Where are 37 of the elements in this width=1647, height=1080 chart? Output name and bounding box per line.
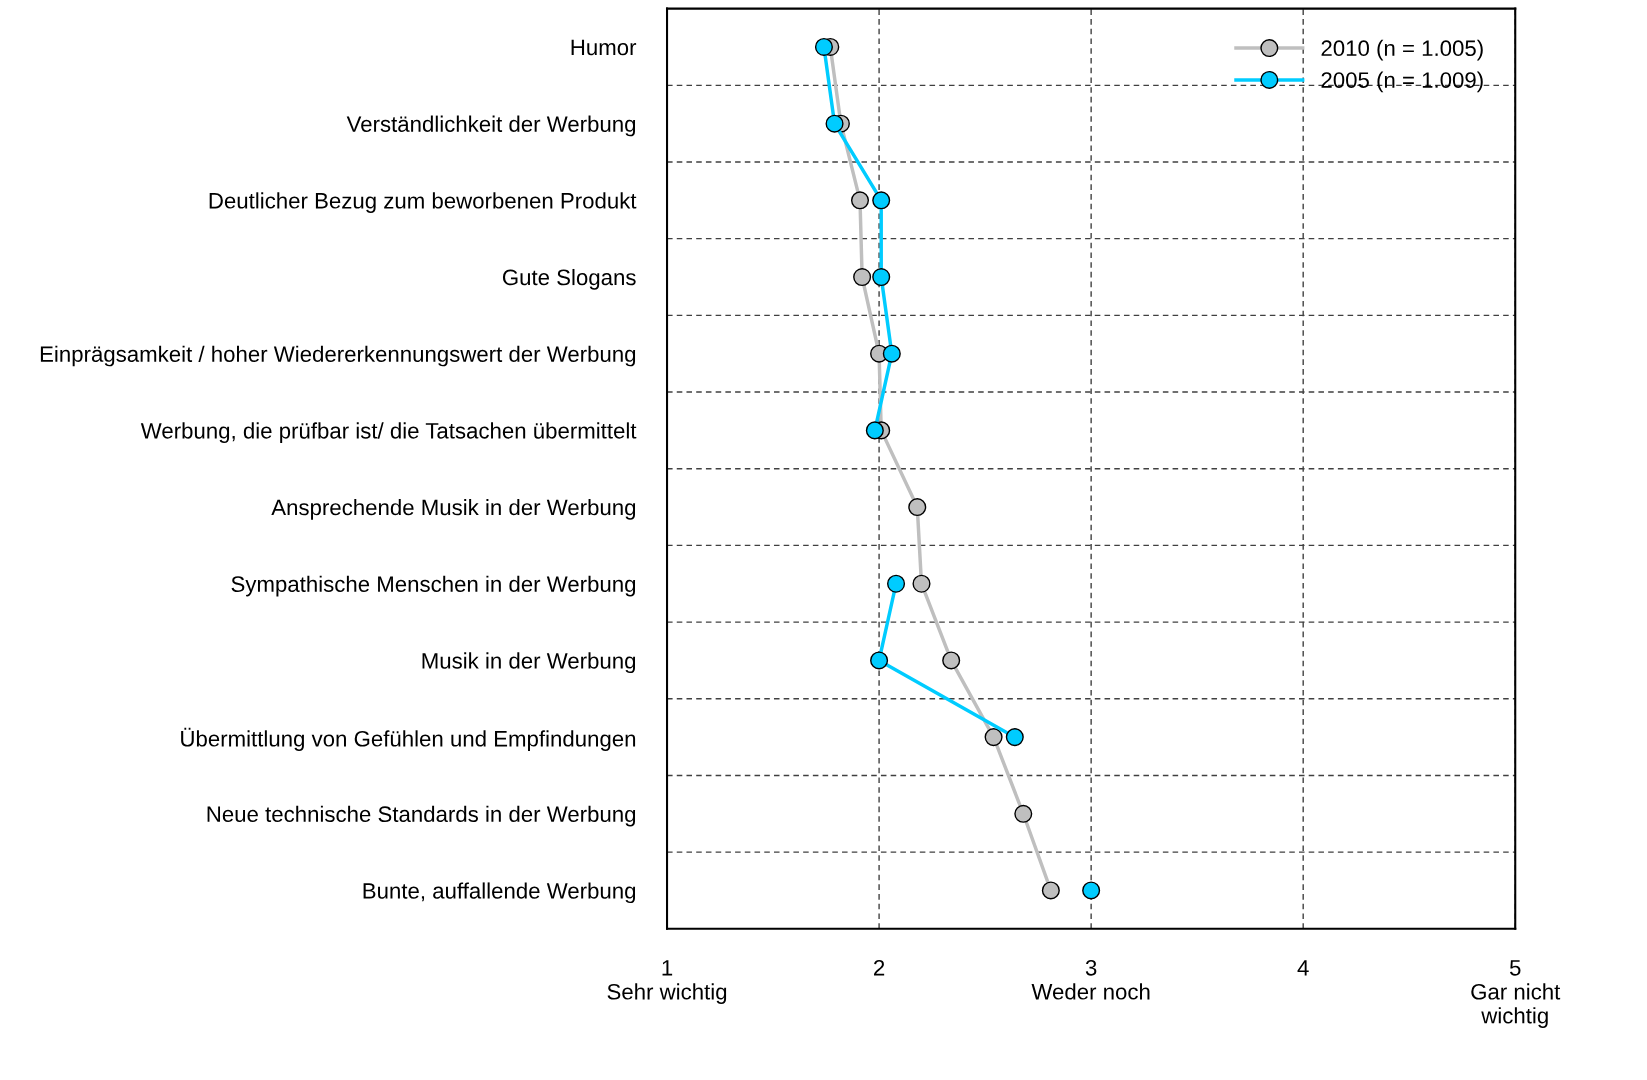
point — [1014, 804, 1033, 823]
y-tick-label: Übermittlung von Gefühlen und Empfindungen — [181, 727, 636, 752]
point — [1082, 881, 1101, 900]
x-tick-label: 3 Weder noch — [1031, 959, 1150, 1000]
y-tick-label: Bunte, auffallende Werbung — [363, 882, 636, 904]
point — [942, 651, 961, 670]
point — [887, 574, 906, 593]
point — [1005, 728, 1024, 747]
point — [872, 191, 891, 210]
y-tick-label: Verständlichkeit der Werbung — [346, 115, 636, 137]
point — [870, 651, 889, 670]
legend-label: 2005 (n = 1.009) — [1321, 71, 1483, 93]
x-tick-label: 1 Sehr wichtig — [607, 960, 727, 1005]
legend-label: 2010 (n = 1.005) — [1321, 39, 1483, 61]
y-tick-label: Werbung, die prüfbar ist/ die Tatsachen übermittelt — [140, 422, 637, 444]
y-tick-label: Ansprechende Musik in der Werbung — [271, 499, 636, 520]
y-tick-label: Einprägsamkeit / hoher Wiedererkennungswert der Werbung — [40, 345, 636, 367]
y-tick-label: Deutlicher Bezug zum beworbenen Produkt — [209, 192, 637, 213]
point — [912, 574, 931, 593]
point — [865, 421, 884, 440]
point — [850, 191, 870, 210]
point — [984, 728, 1003, 747]
point — [908, 498, 927, 517]
point — [882, 344, 901, 363]
y-tick-label: Sympathische Menschen in der Werbung — [231, 575, 636, 597]
point — [1041, 881, 1060, 900]
point — [872, 267, 891, 287]
y-tick-label: Gute Slogans — [502, 268, 636, 290]
point — [814, 37, 833, 57]
x-tick-label: 5 Gar nicht wichtig — [1471, 960, 1561, 1028]
y-tick-label: Humor — [571, 39, 637, 56]
x-tick-label: 2 — [874, 959, 885, 976]
y-tick-label: Neue technische Standards in der Werbung — [207, 805, 636, 827]
point — [825, 114, 844, 133]
y-tick-label: Musik in der Werbung — [422, 652, 636, 674]
x-tick-label: 4 — [1297, 960, 1309, 976]
point — [853, 267, 872, 287]
